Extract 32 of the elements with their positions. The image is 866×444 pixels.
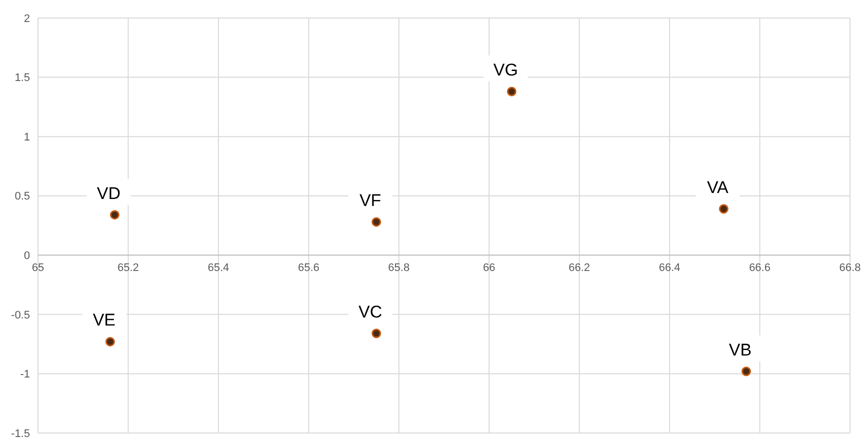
point xyxy=(718,204,728,214)
x-tick-label: 65.6 xyxy=(298,262,320,274)
annotation: VB xyxy=(728,340,752,360)
point xyxy=(105,336,115,346)
x-tick-label: 66 xyxy=(482,262,496,274)
x-tick-label: 66.2 xyxy=(568,262,590,274)
annotation: VG xyxy=(493,60,518,80)
x-tick-label: 65 xyxy=(32,262,44,274)
y-tick-label: 1.5 xyxy=(14,72,30,84)
y-tick-label: 2 xyxy=(24,12,30,25)
y-tick-label: -1.5 xyxy=(11,428,30,440)
x-tick-label: 65.2 xyxy=(118,262,139,274)
point xyxy=(372,217,382,227)
x-tick-label: 65.4 xyxy=(208,262,230,274)
y-tick-label: 1 xyxy=(24,131,30,144)
annotation: VA xyxy=(706,178,730,197)
point xyxy=(741,366,751,376)
x-tick-label: 66.8 xyxy=(839,262,861,274)
annotation: VD xyxy=(96,184,120,203)
point xyxy=(506,86,516,96)
y-tick-label: -0.5 xyxy=(11,309,30,322)
point xyxy=(110,210,120,220)
annotation: VC xyxy=(358,302,382,322)
annotation: VE xyxy=(92,310,116,330)
y-tick-label: 0 xyxy=(24,250,30,262)
x-tick-label: 65.8 xyxy=(388,262,410,274)
x-tick-label: 66.6 xyxy=(749,262,770,274)
y-tick-label: 0.5 xyxy=(14,190,30,203)
point xyxy=(372,328,382,338)
y-tick-label: -1 xyxy=(20,368,30,381)
annotation: VF xyxy=(359,190,382,210)
x-tick-label: 66.4 xyxy=(658,262,680,274)
